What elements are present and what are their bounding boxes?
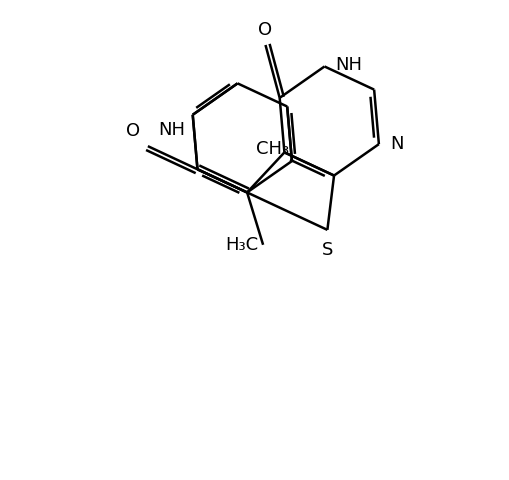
Text: N: N (390, 135, 403, 153)
Text: O: O (259, 21, 272, 39)
Text: O: O (126, 122, 140, 140)
Text: CH₃: CH₃ (256, 140, 289, 158)
Text: S: S (322, 241, 333, 259)
Text: NH: NH (335, 56, 362, 74)
Text: NH: NH (158, 121, 185, 139)
Text: H₃C: H₃C (225, 236, 258, 254)
